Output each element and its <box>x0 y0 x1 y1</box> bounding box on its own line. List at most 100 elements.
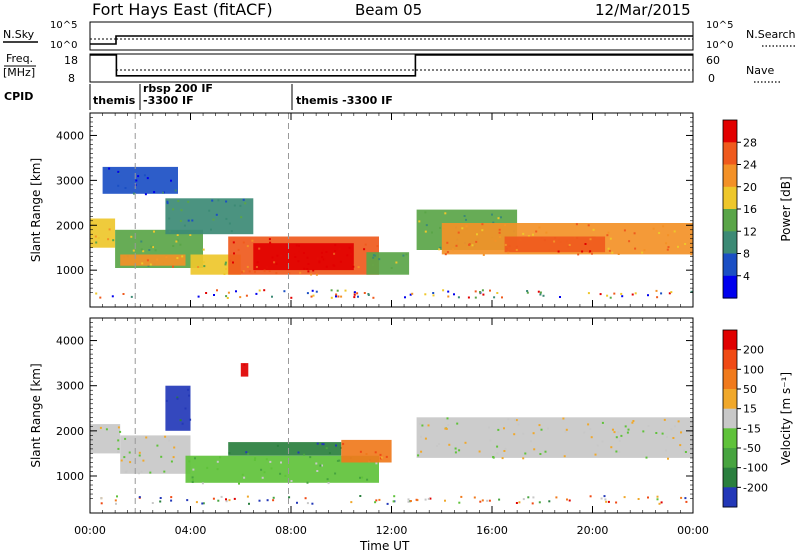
velocity-echo-pixel <box>140 470 143 473</box>
power-echo-pixel <box>660 292 663 295</box>
power-echo-pixel <box>325 251 328 253</box>
velocity-colorbar-tick-label: -100 <box>743 462 768 475</box>
power-echo-pixel <box>684 243 687 245</box>
power-echo-pixel <box>463 215 466 217</box>
velocity-echo-pixel <box>658 502 661 505</box>
velocity-echo-pixel <box>124 437 127 440</box>
velocity-echo-pixel <box>458 501 461 504</box>
power-echo-pixel <box>254 270 256 273</box>
velocity-echo-pixel <box>247 453 250 455</box>
power-echo-pixel <box>363 292 366 294</box>
velocity-echo-pixel <box>188 460 191 463</box>
velocity-echo-pixel <box>165 399 168 402</box>
power-echo-pixel <box>232 241 235 244</box>
velocity-echo-pixel <box>532 432 535 435</box>
velocity-echo-pixel <box>328 452 331 455</box>
velocity-echo-pixel <box>496 445 499 448</box>
power-echo-pixel <box>245 294 248 297</box>
velocity-echo-pixel <box>456 422 459 425</box>
power-echo-pixel <box>527 235 530 238</box>
power-echo-pixel <box>479 291 481 293</box>
power-echo-pixel <box>205 292 208 294</box>
velocity-echo-pixel <box>420 435 423 438</box>
power-echo-pixel <box>432 294 435 297</box>
velocity-colorbar-tick-label: -15 <box>743 422 761 435</box>
velocity-echo-pixel <box>303 453 306 456</box>
velocity-ytick-label: 4000 <box>56 335 84 348</box>
velocity-echo-pixel <box>615 436 618 439</box>
power-echo-pixel <box>246 245 249 248</box>
velocity-echo-pixel <box>385 455 388 458</box>
power-echo-pixel <box>526 290 529 292</box>
power-echo-pixel <box>303 267 306 270</box>
velocity-echo-pixel <box>680 431 682 434</box>
velocity-echo-pixel <box>479 500 482 503</box>
velocity-echo-pixel <box>297 451 300 454</box>
power-echo-pixel <box>418 220 421 223</box>
velocity-echo-pixel <box>263 471 266 474</box>
power-echo-pixel <box>191 219 194 222</box>
velocity-echo-pixel <box>117 447 120 450</box>
velocity-echo-pixel <box>507 418 510 421</box>
velocity-echo-pixel <box>655 432 658 434</box>
velocity-echo-pixel <box>620 434 623 437</box>
velocity-echo-pixel <box>538 424 541 427</box>
power-echo-pixel <box>670 291 673 294</box>
velocity-echo-pixel <box>260 468 263 471</box>
power-echo-pixel <box>553 240 556 243</box>
velocity-echo-pixel <box>375 462 378 465</box>
power-echo-pixel <box>168 217 171 220</box>
velocity-echo-pixel <box>547 427 550 430</box>
velocity-echo-pixel <box>562 417 565 420</box>
velocity-echo-pixel <box>117 426 120 429</box>
velocity-colorbar-tick-label: 100 <box>743 363 764 376</box>
velocity-echo-pixel <box>530 440 533 443</box>
power-echo-pixel <box>634 292 637 295</box>
power-echo-pixel <box>244 202 247 205</box>
power-colorbar-swatch <box>723 209 737 232</box>
velocity-echo-pixel <box>663 418 666 421</box>
velocity-echo-pixel <box>615 450 618 453</box>
velocity-echo-pixel <box>316 470 319 472</box>
velocity-echo-pixel <box>270 467 273 470</box>
power-echo-pixel <box>315 273 318 276</box>
nave-tick-low: 0 <box>708 72 715 85</box>
power-echo-pixel <box>275 272 278 275</box>
velocity-echo-pixel <box>124 470 127 473</box>
velocity-echo-pixel <box>454 451 457 454</box>
power-echo-pixel <box>481 223 484 226</box>
power-echo-pixel <box>666 248 669 251</box>
velocity-echo-pixel <box>626 431 629 434</box>
power-echo-pixel <box>446 241 449 244</box>
nsearch-label: N.Search <box>746 28 796 41</box>
power-echo-pixel <box>634 247 637 250</box>
power-echo-pixel <box>336 289 339 292</box>
velocity-echo-pixel <box>266 499 269 502</box>
power-colorbar-swatch <box>723 231 737 255</box>
power-echo-pixel <box>223 273 226 275</box>
power-ytick-label: 2000 <box>56 219 84 232</box>
power-colorbar-swatch <box>723 275 737 299</box>
power-echo-pixel <box>690 253 693 256</box>
velocity-echo-pixel <box>518 501 521 504</box>
velocity-echo-pixel <box>114 499 117 502</box>
velocity-echo-pixel <box>374 501 377 504</box>
velocity-echo-pixel <box>138 454 141 457</box>
power-echo-pixel <box>321 256 324 259</box>
power-echo-pixel <box>297 260 300 263</box>
power-echo-pixel <box>269 241 272 244</box>
nsky-tick-low: 10^0 <box>50 40 77 51</box>
power-echo-pixel <box>496 292 499 294</box>
velocity-echo-pixel <box>623 496 626 499</box>
power-ytick-label: 4000 <box>56 129 84 142</box>
velocity-echo-pixel <box>647 496 649 499</box>
velocity-echo-pixel <box>610 446 613 449</box>
power-echo-pixel <box>501 296 503 299</box>
power-echo-pixel <box>166 202 169 205</box>
power-echo-pixel <box>658 232 661 234</box>
power-echo-pixel <box>312 269 315 272</box>
power-echo-pixel <box>147 264 150 267</box>
power-echo-pixel <box>215 213 218 216</box>
velocity-echo-pixel <box>173 446 176 449</box>
power-echo-pixel <box>468 243 471 246</box>
